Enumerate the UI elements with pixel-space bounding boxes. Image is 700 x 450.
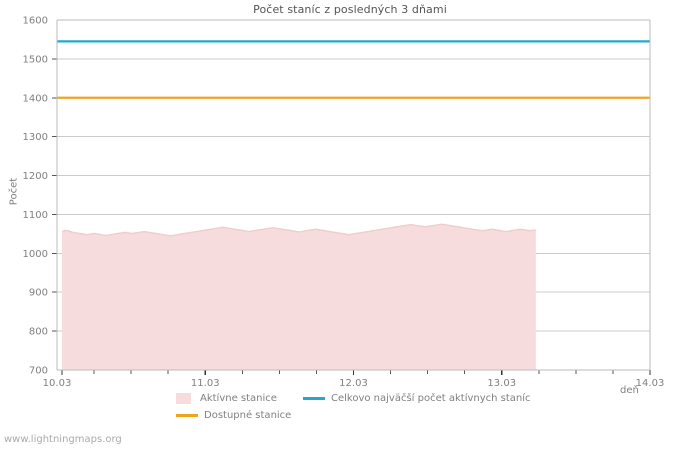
watermark-text: www.lightningmaps.org: [4, 434, 122, 445]
y-tick-label: 1000: [23, 249, 48, 260]
legend-item-celkovo-najvacsi-pocet[interactable]: Celkovo najväčší počet aktívnych staníc: [303, 393, 531, 404]
chart-title: Počet staníc z posledných 3 dňami: [253, 3, 447, 16]
area-outline-active-stations: [62, 223, 537, 237]
legend-swatch-line-max: [303, 397, 325, 400]
y-tick-label: 1100: [23, 210, 48, 221]
y-tick-label: 900: [29, 288, 48, 299]
y-tick-label: 1500: [23, 54, 48, 65]
y-tick-label: 1200: [23, 171, 48, 182]
legend-swatch-area: [176, 393, 191, 404]
legend-item-aktivne-stanice[interactable]: Aktívne stanice: [176, 393, 277, 404]
legend-label: Dostupné stanice: [204, 410, 292, 421]
legend-label: Celkovo najväčší počet aktívnych staníc: [331, 393, 531, 404]
legend-swatch-line-available: [176, 414, 198, 417]
y-tick-label: 1600: [23, 16, 48, 27]
x-minor-ticks-group: [61, 370, 651, 375]
x-tick-label: 11.03: [191, 378, 220, 389]
plot-frame: [56, 19, 651, 371]
x-tick-labels-group: 10.03 11.03 12.03 13.03 14.03: [43, 378, 665, 389]
x-tick-label: 10.03: [43, 378, 72, 389]
x-tick-label: 13.03: [487, 378, 516, 389]
x-tick-label: 14.03: [636, 378, 665, 389]
legend-item-dostupne-stanice[interactable]: Dostupné stanice: [176, 410, 291, 421]
chart-plot-area: 700 800 900 1000 1100 1200 1300 1400 1500 1600 10…: [23, 16, 665, 390]
x-tick-label: 12.03: [339, 378, 368, 389]
series-active-stations: [62, 223, 537, 370]
area-fill-active-stations: [62, 224, 536, 370]
y-tick-label: 1400: [23, 93, 48, 104]
y-tick-labels-group: 700 800 900 1000 1100 1200 1300 1400 1500 1600: [23, 16, 48, 377]
legend-label: Aktívne stanice: [200, 393, 277, 404]
y-axis-label: Počet: [8, 177, 20, 206]
y-tick-label: 800: [29, 327, 48, 338]
y-tick-label: 1300: [23, 132, 48, 143]
x-axis-label: deň: [620, 385, 639, 396]
series-constant-lines: [57, 40, 650, 99]
chart-legend: Aktívne stanice Celkovo najväčší počet a…: [0, 393, 700, 433]
y-tick-label: 700: [29, 366, 48, 377]
